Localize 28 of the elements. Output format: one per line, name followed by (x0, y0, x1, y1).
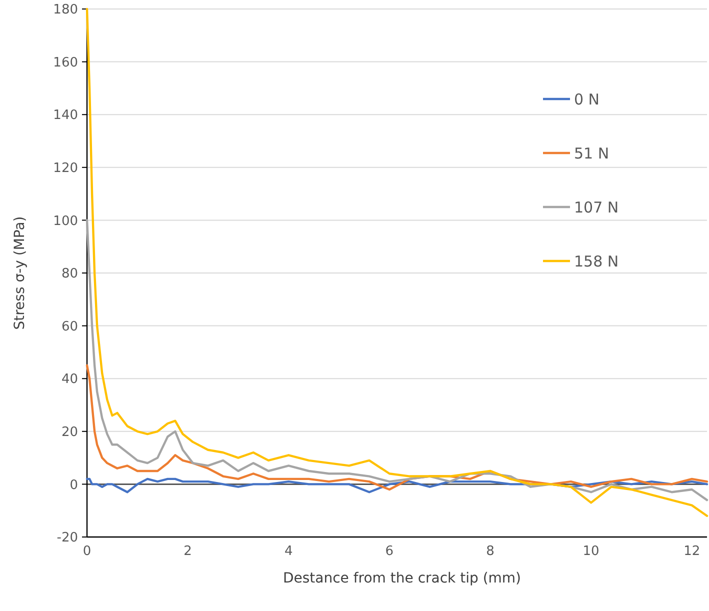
legend-label: 51 N (574, 144, 610, 162)
x-tick-label: 4 (284, 544, 293, 559)
y-tick-label: 20 (61, 424, 78, 440)
y-tick-label: 100 (53, 214, 78, 229)
y-tick-label: 0 (70, 478, 78, 493)
line-series (86, 8, 708, 517)
line-series (86, 478, 708, 494)
line-series (86, 364, 708, 491)
legend-label: 158 N (574, 252, 619, 270)
y-tick-label: 60 (61, 319, 78, 334)
x-tick-label: 12 (684, 544, 700, 559)
x-tick-label: 2 (184, 544, 192, 559)
x-tick-label: 8 (486, 544, 494, 559)
y-tick-label: 120 (53, 160, 78, 176)
y-axis-title: Stress σ-y (MPa) (12, 216, 28, 330)
y-tick-label: 80 (61, 266, 78, 282)
legend-label: 0 N (574, 90, 600, 108)
y-tick-label: 180 (53, 2, 78, 18)
legend-label: 107 N (574, 198, 619, 216)
y-tick-label: 140 (53, 108, 78, 124)
y-tick-label: 160 (53, 55, 78, 70)
x-tick-label: 10 (582, 544, 600, 559)
line-series (86, 219, 708, 502)
y-tick-label: -20 (56, 530, 78, 546)
x-tick-label: 0 (82, 544, 92, 559)
x-axis-title: Destance from the crack tip (mm) (282, 570, 522, 587)
y-tick-label: 40 (61, 372, 78, 388)
x-tick-label: 6 (385, 544, 394, 559)
